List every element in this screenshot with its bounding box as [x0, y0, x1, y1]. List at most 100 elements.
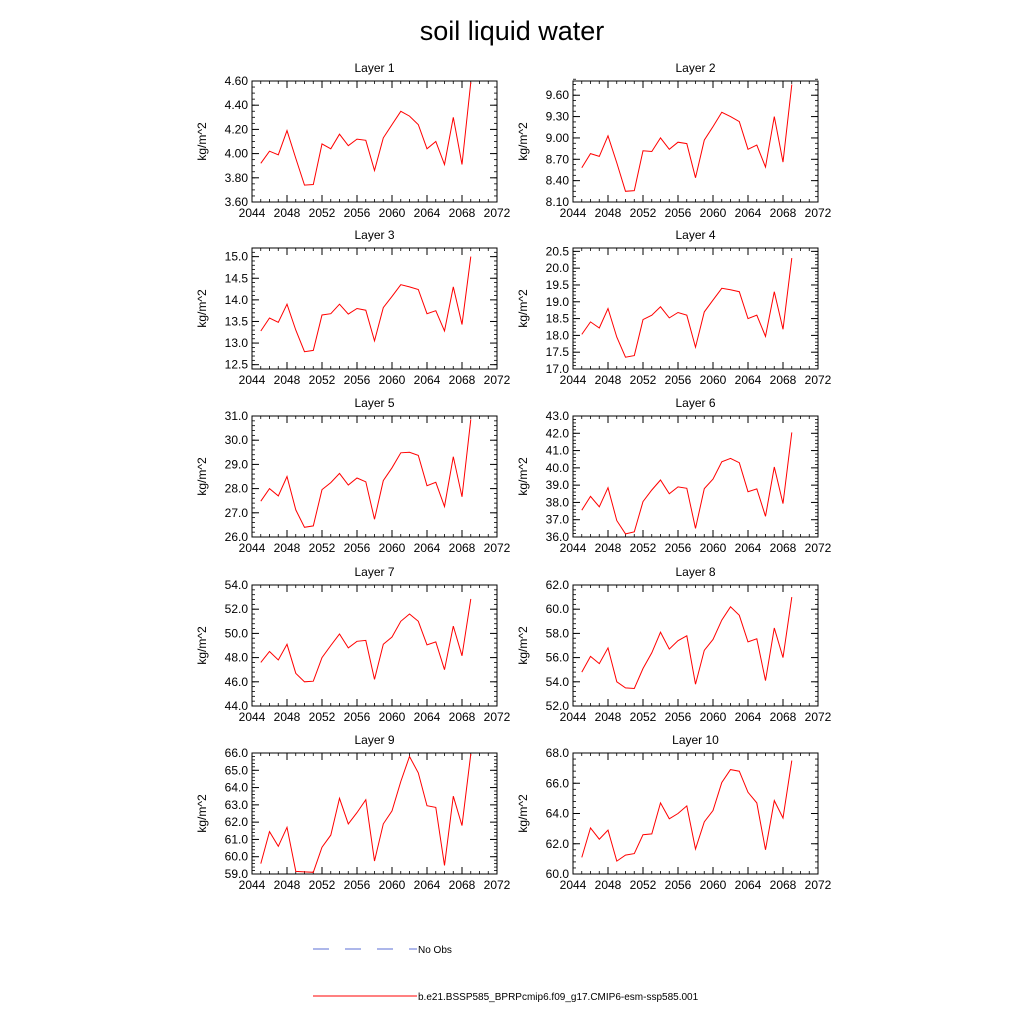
- panel-title: Layer 5: [354, 396, 394, 410]
- y-axis-label: kg/m^2: [516, 457, 530, 496]
- series-line: [581, 258, 793, 358]
- panel-title: Layer 3: [354, 228, 394, 242]
- data-point: [426, 313, 427, 314]
- data-point: [607, 647, 608, 648]
- y-tick-label: 13.5: [225, 314, 249, 328]
- data-point: [599, 156, 600, 157]
- data-point: [590, 321, 591, 322]
- data-point: [330, 482, 331, 483]
- data-point: [607, 830, 608, 831]
- x-tick-label: 2060: [700, 710, 727, 724]
- y-axis-label: kg/m^2: [516, 626, 530, 665]
- data-point: [391, 636, 392, 637]
- panel-title: Layer 1: [354, 61, 394, 75]
- data-point: [581, 334, 582, 335]
- data-point: [651, 489, 652, 490]
- data-point: [313, 525, 314, 526]
- data-point: [391, 296, 392, 297]
- x-tick-label: 2068: [770, 710, 797, 724]
- panel-layer-5: 2044 2048 2052 2056 2060 2064 2068 2072 26.0 27.0…: [195, 396, 511, 555]
- x-tick-label: 2044: [560, 206, 587, 220]
- data-point: [704, 139, 705, 140]
- data-point: [739, 121, 740, 122]
- data-point: [374, 519, 375, 520]
- data-point: [260, 163, 261, 164]
- data-point: [321, 657, 322, 658]
- y-tick-label: 60.0: [225, 850, 249, 864]
- x-tick-label: 2052: [630, 373, 657, 387]
- data-point: [365, 640, 366, 641]
- data-point: [286, 476, 287, 477]
- x-tick-label: 2064: [735, 710, 762, 724]
- data-point: [581, 857, 582, 858]
- data-point: [791, 257, 792, 258]
- data-point: [747, 149, 748, 150]
- y-tick-label: 54.0: [225, 578, 249, 592]
- x-tick-label: 2052: [309, 373, 336, 387]
- data-point: [607, 135, 608, 136]
- y-tick-label: 27.0: [225, 506, 249, 520]
- data-point: [695, 528, 696, 529]
- data-point: [374, 340, 375, 341]
- y-tick-label: 14.0: [225, 293, 249, 307]
- data-point: [669, 317, 670, 318]
- panel-layer-1: 2044 2048 2052 2056 2060 2064 2068 2072 3.60 3.80…: [195, 61, 511, 220]
- y-tick-label: 58.0: [546, 626, 570, 640]
- x-tick-label: 2068: [449, 878, 476, 892]
- data-point: [782, 329, 783, 330]
- y-tick-label: 38.0: [546, 495, 570, 509]
- panel-layer-2: 2044 2048 2052 2056 2060 2064 2068 2072 8.10 8.40…: [516, 61, 832, 220]
- x-tick-label: 2060: [379, 710, 406, 724]
- data-point: [634, 853, 635, 854]
- data-point: [295, 330, 296, 331]
- data-point: [365, 799, 366, 800]
- data-point: [782, 162, 783, 163]
- y-tick-label: 18.5: [546, 312, 570, 326]
- data-point: [669, 818, 670, 819]
- x-tick-label: 2052: [309, 541, 336, 555]
- x-tick-label: 2056: [344, 710, 371, 724]
- y-tick-label: 44.0: [225, 699, 249, 713]
- data-point: [383, 137, 384, 138]
- x-tick-label: 2048: [595, 373, 622, 387]
- x-tick-label: 2068: [770, 206, 797, 220]
- data-point: [418, 621, 419, 622]
- x-tick-label: 2072: [805, 373, 832, 387]
- data-point: [712, 478, 713, 479]
- legend-obs-label: No Obs: [418, 945, 452, 956]
- data-point: [581, 510, 582, 511]
- legend-model-label: b.e21.BSSP585_BPRPcmip6.f09_g17.CMIP6-es…: [418, 992, 699, 1003]
- data-point: [286, 130, 287, 131]
- data-point: [712, 810, 713, 811]
- x-tick-label: 2072: [484, 206, 511, 220]
- data-point: [321, 314, 322, 315]
- y-axis-label: kg/m^2: [516, 122, 530, 161]
- y-tick-label: 8.10: [546, 195, 570, 209]
- data-point: [642, 834, 643, 835]
- x-tick-label: 2072: [805, 710, 832, 724]
- data-point: [470, 419, 471, 420]
- y-tick-label: 54.0: [546, 675, 570, 689]
- y-axis-label: kg/m^2: [195, 626, 209, 665]
- panel-layer-10: 2044 2048 2052 2056 2060 2064 2068 2072 60.0 62.0…: [516, 733, 832, 892]
- panel-layer-7: 2044 2048 2052 2056 2060 2064 2068 2072 44.0 46.0…: [195, 565, 511, 724]
- plot-frame: [572, 247, 819, 370]
- panel-layer-3: 2044 2048 2052 2056 2060 2064 2068 2072 12.5 13.0…: [195, 228, 511, 387]
- y-tick-label: 18.0: [546, 328, 570, 342]
- data-point: [269, 488, 270, 489]
- data-point: [409, 613, 410, 614]
- data-point: [374, 860, 375, 861]
- panel-title: Layer 2: [675, 61, 715, 75]
- x-tick-label: 2044: [239, 206, 266, 220]
- data-point: [660, 137, 661, 138]
- data-point: [607, 308, 608, 309]
- y-tick-label: 40.0: [546, 461, 570, 475]
- x-tick-label: 2060: [700, 541, 727, 555]
- series-line: [581, 597, 793, 690]
- data-point: [339, 798, 340, 799]
- x-tick-label: 2072: [484, 878, 511, 892]
- x-tick-label: 2060: [700, 206, 727, 220]
- data-point: [739, 771, 740, 772]
- data-point: [391, 124, 392, 125]
- x-tick-label: 2056: [665, 710, 692, 724]
